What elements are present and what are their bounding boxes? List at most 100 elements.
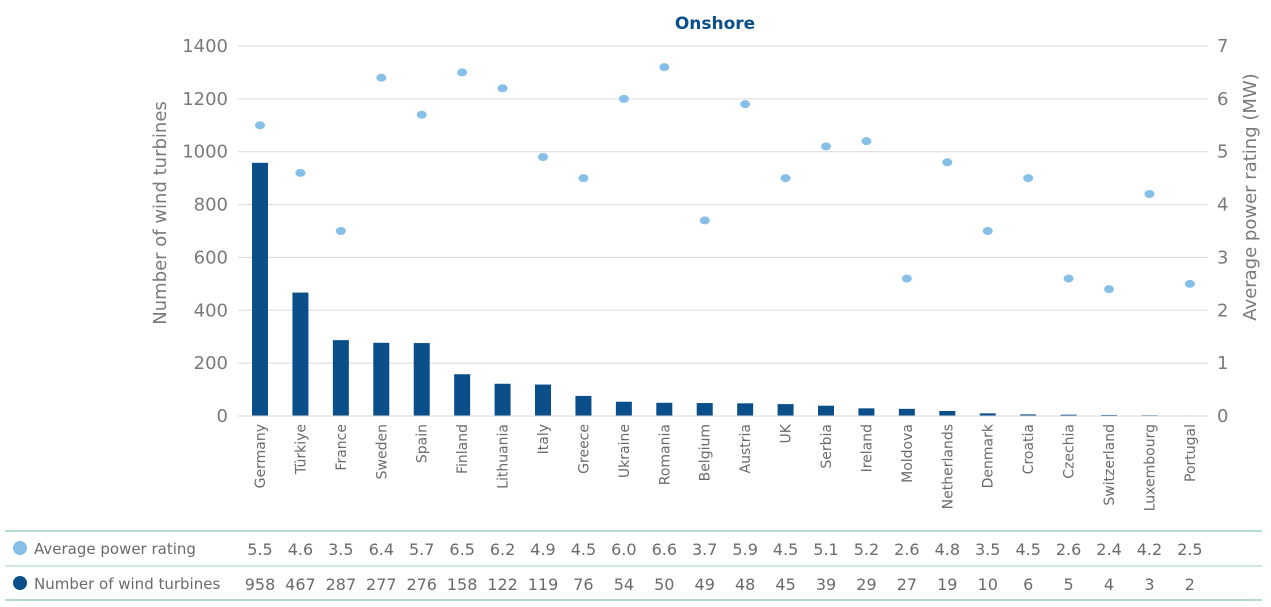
power-dot-uk (780, 174, 791, 183)
table-cell: 54 (614, 575, 634, 594)
table-cell: 10 (978, 575, 998, 594)
table-cell: 2.4 (1096, 540, 1121, 559)
y2-tick-label: 6 (1217, 89, 1228, 110)
x-tick-label: Serbia (819, 424, 835, 469)
table-cell: 29 (856, 575, 876, 594)
bar-france (332, 340, 349, 416)
y-tick-label: 600 (194, 247, 228, 268)
y-tick-label: 800 (194, 195, 228, 216)
table-cell: 119 (528, 575, 559, 594)
y2-tick-label: 0 (1217, 406, 1228, 427)
power-dot-france (335, 227, 346, 235)
power-dot-ukraine (618, 94, 629, 103)
power-dot-germany (255, 121, 265, 130)
x-tick-label: Ireland (859, 424, 875, 472)
table-cell: 76 (573, 575, 593, 594)
table-cell: 6.5 (449, 540, 474, 559)
power-dot-czechia (1063, 274, 1074, 283)
x-tick-label: Switzerland (1102, 424, 1118, 506)
bar-croatia (1020, 414, 1037, 416)
table-cell: 3.5 (975, 540, 1000, 559)
table-cell: 5.7 (409, 540, 434, 559)
bar-moldova (898, 408, 915, 416)
x-tick-label: UK (779, 423, 795, 443)
x-tick-label: Greece (576, 424, 592, 474)
y2-tick-label: 3 (1217, 247, 1228, 268)
bar-italy (535, 384, 552, 416)
x-tick-label: Finland (455, 424, 471, 474)
table-cell: 4.6 (288, 540, 313, 559)
bar-uk (777, 404, 794, 416)
table-cell: 5 (1064, 575, 1074, 594)
legend-label-power-rating: Average power rating (34, 540, 196, 558)
y-tick-label: 1000 (182, 142, 228, 163)
bar-finland (454, 374, 471, 416)
x-tick-label: France (334, 424, 350, 471)
table-cell: 45 (775, 575, 795, 594)
table-cell: 50 (654, 575, 674, 594)
y2-tick-label: 7 (1217, 36, 1228, 57)
table-cell: 6.0 (611, 540, 636, 559)
x-tick-label: Germany (253, 424, 269, 488)
y-tick-label: 1200 (182, 89, 228, 110)
table-cell: 2.6 (1056, 540, 1081, 559)
power-dot-romania (659, 63, 670, 72)
table-cell: 49 (695, 575, 715, 594)
y2-axis-label: Average power rating (MW) (1240, 73, 1261, 320)
table-cell: 4.2 (1137, 540, 1162, 559)
table-cell: 3.7 (692, 540, 717, 559)
bar-austria (737, 403, 754, 416)
table-cell: 4.5 (571, 540, 596, 559)
table-cell: 5.5 (247, 540, 272, 559)
x-tick-label: Italy (536, 424, 552, 454)
y2-tick-label: 5 (1217, 142, 1228, 163)
x-tick-label: Moldova (900, 424, 916, 483)
table-cell: 158 (447, 575, 478, 594)
table-cell: 122 (487, 575, 518, 594)
power-dot-ireland (861, 137, 872, 146)
y-tick-label: 0 (217, 406, 228, 427)
table-cell: 2.5 (1177, 540, 1202, 559)
power-dot-sweden (376, 73, 387, 82)
table-cell: 6.6 (652, 540, 677, 559)
table-cell: 27 (897, 575, 917, 594)
x-tick-label: Belgium (698, 424, 714, 481)
table-cell: 5.9 (732, 540, 757, 559)
power-dot-switzerland (1104, 285, 1115, 294)
bar-denmark (979, 413, 996, 416)
legend-label-turbines: Number of wind turbines (34, 575, 220, 593)
bar-germany (252, 162, 268, 416)
x-tick-label: Lithuania (496, 424, 512, 489)
table-cell: 3 (1144, 575, 1154, 594)
bar-spain (413, 343, 430, 416)
table-cell: 958 (245, 575, 276, 594)
table-cell: 467 (285, 575, 316, 594)
bar-belgium (696, 403, 713, 416)
power-dot-spain (416, 110, 427, 119)
bar-switzerland (1101, 414, 1118, 416)
table-cell: 2.6 (894, 540, 919, 559)
y2-tick-label: 2 (1217, 300, 1228, 321)
bar-romania (656, 402, 673, 416)
table-cell: 4.9 (530, 540, 555, 559)
table-cell: 276 (406, 575, 437, 594)
y2-tick-label: 1 (1217, 353, 1228, 374)
x-tick-label: Romania (657, 424, 673, 485)
bar-greece (575, 395, 592, 416)
bar-ireland (858, 408, 875, 416)
table-cell: 4.5 (1015, 540, 1040, 559)
table-cell: 5.2 (854, 540, 879, 559)
power-dot-belgium (699, 216, 710, 225)
table-cell: 48 (735, 575, 755, 594)
x-tick-label: Spain (415, 424, 431, 463)
power-dot-luxembourg (1144, 190, 1155, 198)
bar-netherlands (939, 410, 956, 416)
table-cell: 2 (1185, 575, 1195, 594)
power-dot-greece (578, 174, 589, 183)
power-dot-italy (538, 153, 549, 161)
power-dot-lithuania (497, 84, 508, 93)
table-cell: 6.4 (369, 540, 394, 559)
power-dot-moldova (901, 274, 912, 283)
table-cell: 19 (937, 575, 957, 594)
